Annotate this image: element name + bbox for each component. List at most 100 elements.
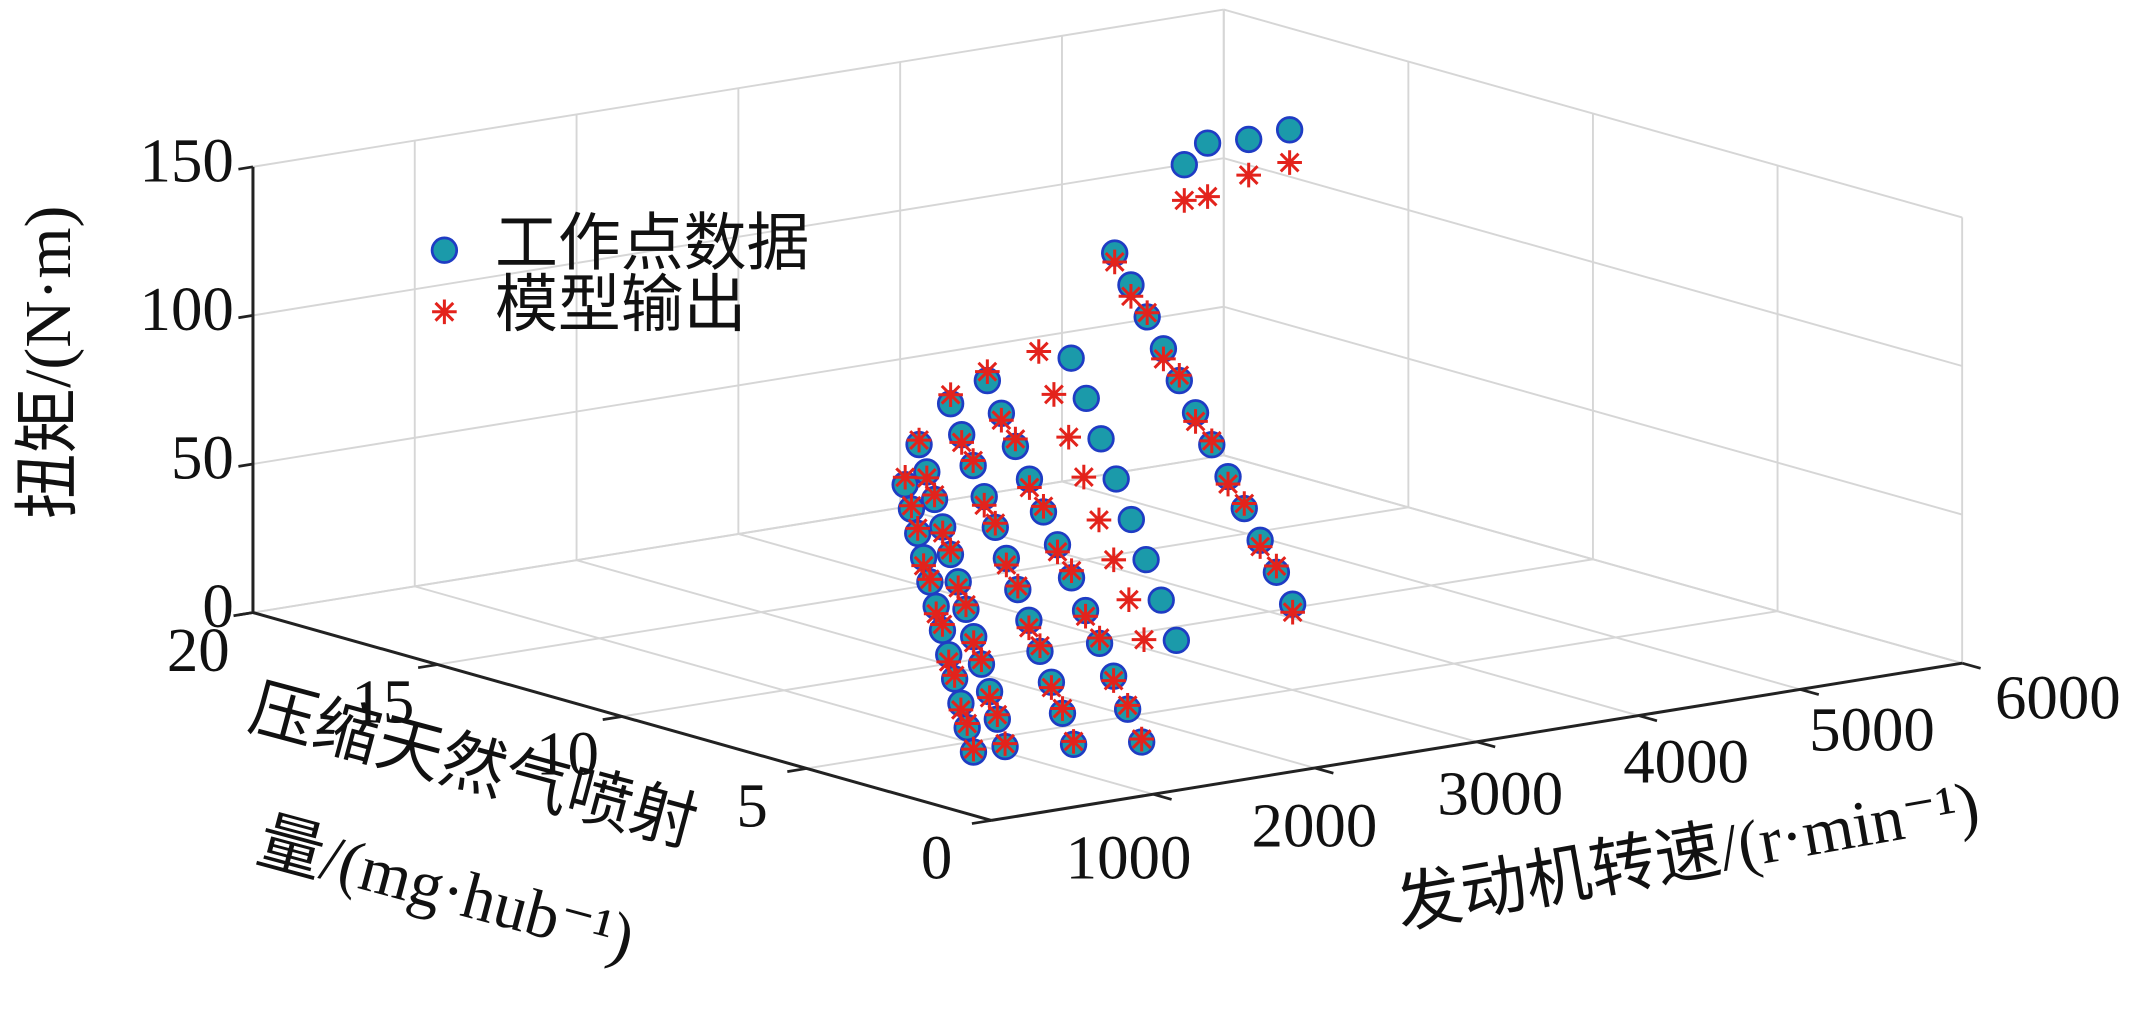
circle-point — [1132, 545, 1160, 574]
y-axis — [252, 611, 992, 822]
circle-point — [1170, 151, 1198, 179]
grid-line — [1223, 454, 1963, 665]
star-point — [1195, 184, 1220, 209]
star-point — [1102, 249, 1127, 275]
star-point — [1236, 162, 1262, 188]
x-tick — [1799, 688, 1820, 696]
star-point — [1115, 693, 1140, 718]
star-point — [982, 510, 1008, 536]
z-tick — [238, 462, 254, 468]
star-point — [1171, 188, 1197, 213]
marks — [891, 116, 1307, 766]
z-tick-label: 0 — [202, 571, 233, 641]
star-point — [1073, 603, 1098, 629]
star-point — [961, 630, 987, 655]
star-point — [945, 575, 971, 601]
star-point — [1087, 625, 1112, 651]
grid-line — [1223, 8, 1963, 219]
circle-point — [1117, 505, 1145, 534]
y-tick-label: 20 — [167, 615, 230, 685]
star-point — [1231, 491, 1257, 516]
grid-line — [1223, 157, 1963, 367]
star-point — [994, 552, 1019, 578]
star-point — [985, 702, 1010, 728]
star-point — [977, 685, 1002, 710]
star-point — [1280, 599, 1305, 625]
star-point — [1215, 471, 1241, 497]
y-tick-label: 5 — [736, 771, 767, 841]
circle-point — [1057, 344, 1085, 372]
star-point — [1031, 494, 1056, 519]
star-point — [1041, 382, 1067, 407]
star-point — [892, 464, 918, 490]
y-tick-label: 15 — [351, 667, 414, 737]
x-tick — [1476, 740, 1496, 749]
star-point — [906, 427, 932, 453]
star-point — [989, 407, 1014, 433]
star-point — [953, 592, 979, 618]
grid-line — [252, 8, 1224, 168]
star-point — [1101, 668, 1126, 693]
y-tick-label: 0 — [921, 823, 952, 893]
z-tick-label: 100 — [140, 274, 234, 344]
x-tick — [1638, 714, 1658, 723]
star-point — [1059, 558, 1084, 583]
star-point — [1039, 675, 1064, 700]
grid — [252, 8, 1964, 822]
star-point — [930, 520, 956, 546]
star-point — [930, 612, 955, 637]
star-point — [969, 647, 994, 673]
star-point — [1101, 547, 1127, 573]
star-point — [1183, 409, 1208, 434]
star-point — [1118, 283, 1144, 309]
z-tick-label: 50 — [171, 422, 234, 492]
z-tick — [238, 314, 254, 320]
x-tick-label: 4000 — [1623, 727, 1749, 797]
y-tick-label: 10 — [536, 719, 599, 789]
star-point — [1016, 615, 1042, 641]
y-tick — [602, 715, 623, 721]
star-point — [1129, 726, 1154, 752]
axes: 1000 2000 3000 4000 5000 60000510152005010015… — [140, 125, 2121, 892]
x-tick — [1152, 792, 1172, 801]
star-point — [992, 731, 1018, 756]
grid-line — [252, 157, 1224, 317]
x-tick-label: 6000 — [1995, 663, 2121, 733]
z-axis-label: 扭矩/(N·m) — [13, 206, 85, 519]
star-point — [1056, 424, 1081, 450]
legend-marker — [430, 236, 459, 264]
star-point — [1247, 534, 1273, 559]
circle-point — [1235, 125, 1263, 154]
star-point — [1050, 696, 1075, 721]
x-tick-label: 1000 — [1066, 822, 1192, 892]
star-point — [905, 516, 931, 541]
star-point — [899, 493, 924, 519]
star-point — [948, 697, 974, 723]
star-point — [1199, 428, 1225, 454]
star-point — [1061, 729, 1086, 754]
star-point — [936, 649, 962, 675]
star-point — [949, 430, 975, 455]
star-point — [1027, 633, 1053, 659]
legend-label: 工作点数据 — [495, 209, 809, 279]
star-point — [954, 711, 980, 736]
star-point — [1086, 507, 1112, 533]
star-point — [942, 663, 967, 688]
star-point — [938, 537, 963, 563]
grid-line — [252, 305, 1224, 465]
grid-line — [252, 454, 1224, 614]
star-point — [1045, 539, 1070, 565]
legend-label: 模型输出 — [495, 270, 747, 340]
star-point — [1131, 627, 1157, 652]
star-point — [917, 567, 943, 592]
star-point — [1003, 426, 1028, 452]
star-point — [1151, 346, 1176, 372]
z-tick — [238, 611, 254, 617]
circle-point — [1147, 586, 1175, 614]
x-tick-label: 2000 — [1252, 790, 1378, 860]
circle-point — [1193, 129, 1222, 157]
star-point — [922, 482, 947, 508]
legend-marker — [432, 299, 457, 325]
